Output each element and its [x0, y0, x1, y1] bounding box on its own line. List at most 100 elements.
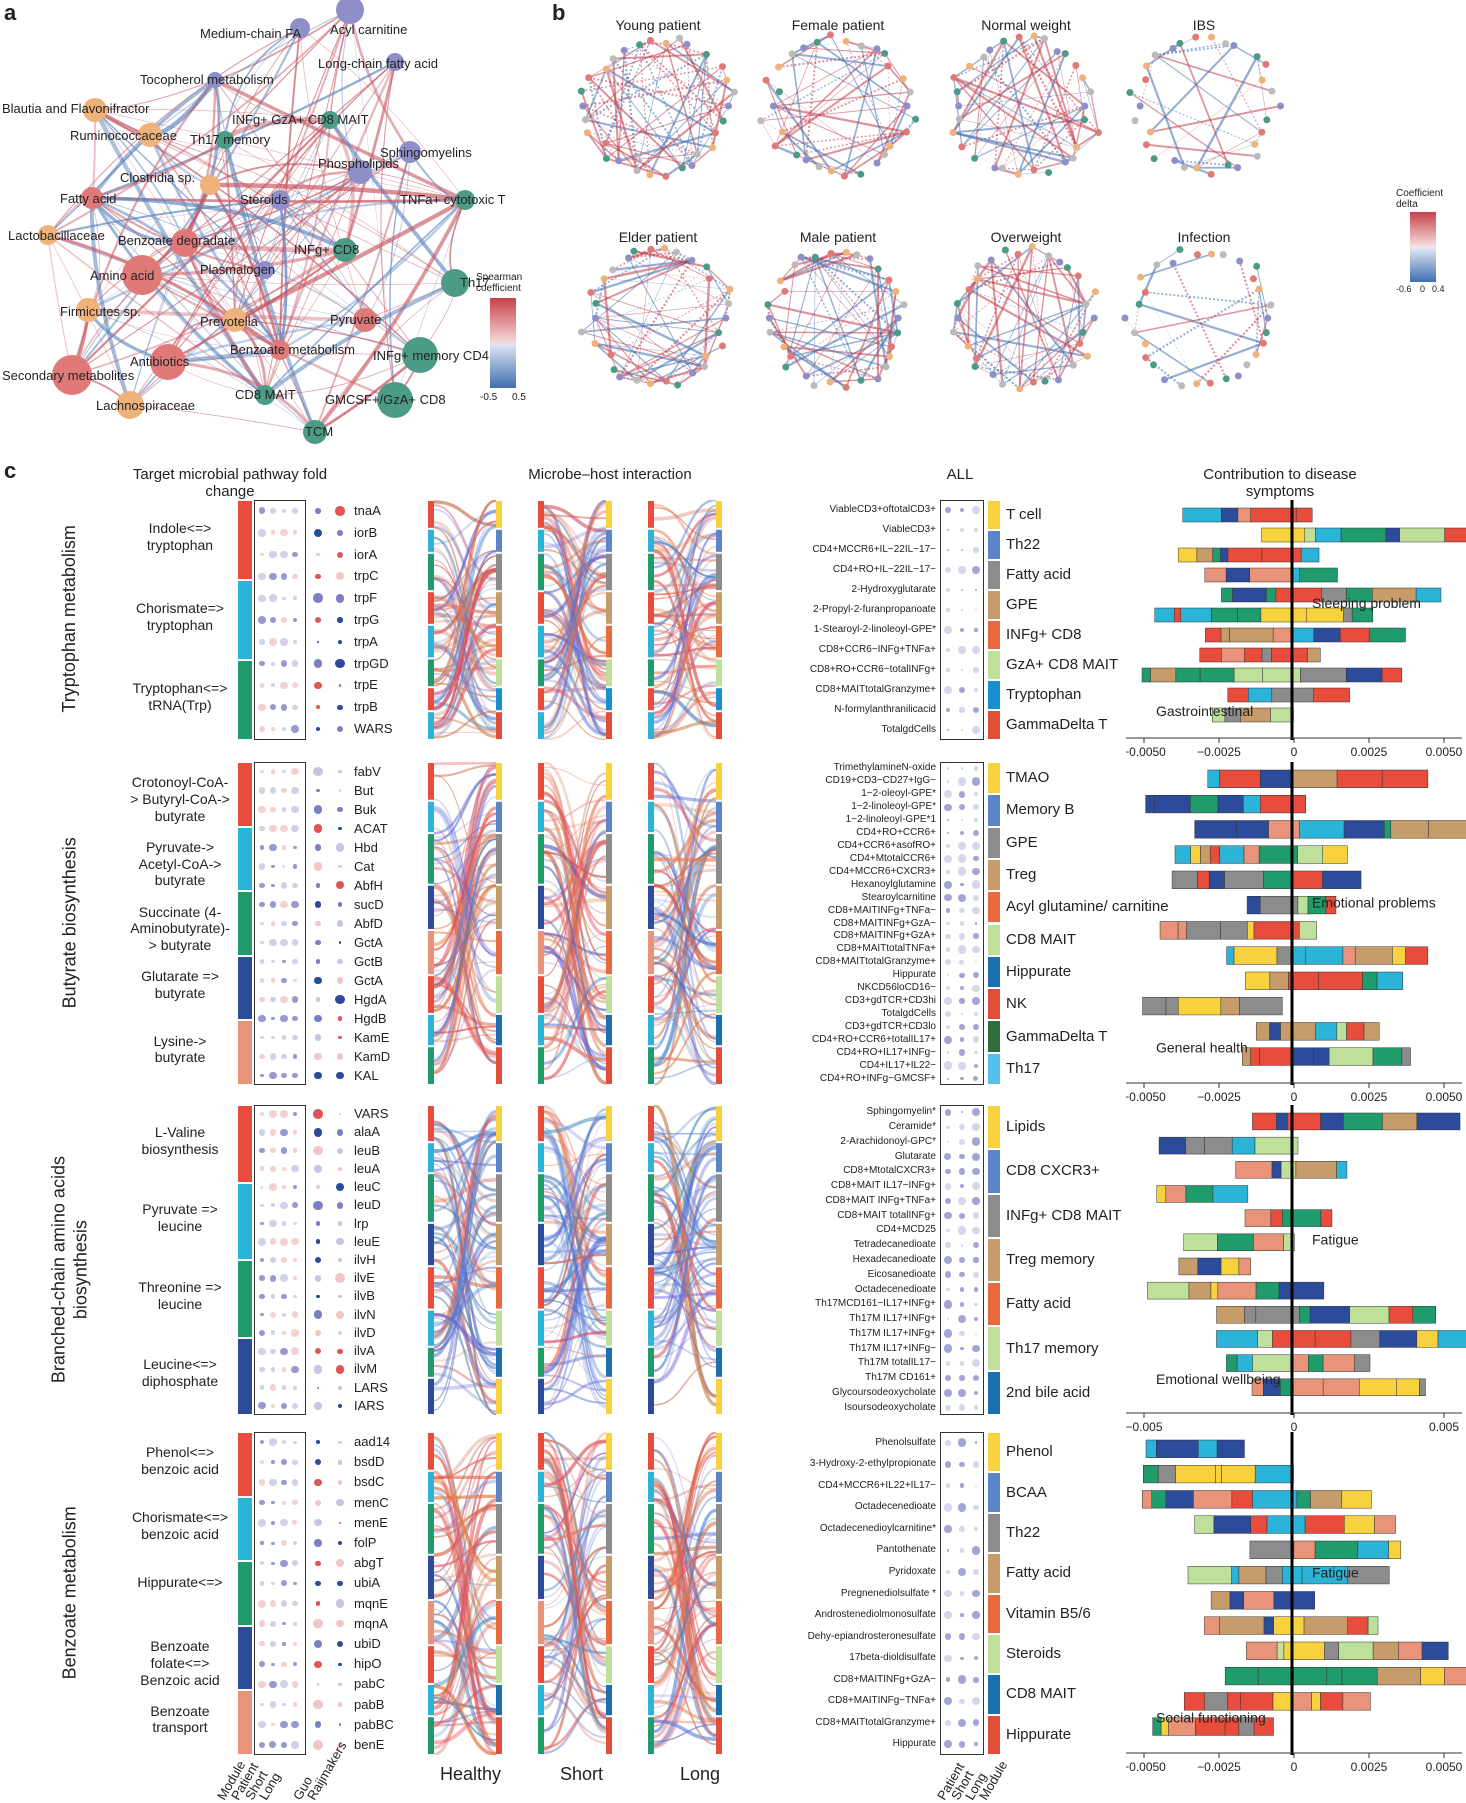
category-color-bar — [988, 860, 1000, 890]
fold-change-dot — [280, 1274, 288, 1282]
fold-change-dot — [282, 1035, 286, 1039]
reference-dot — [314, 862, 322, 870]
host-feature-label: NKCD56loCD16− — [857, 982, 936, 993]
contribution-bar-segment — [1291, 1693, 1311, 1711]
flow-bar-right — [716, 1047, 722, 1084]
flow-bar-right — [496, 1311, 502, 1346]
fold-change-dot — [270, 1257, 276, 1263]
contribution-bar-segment — [1386, 528, 1400, 542]
fold-change-dot — [259, 902, 264, 907]
flow-bar-left — [538, 976, 544, 1013]
fold-change-dot — [270, 1312, 276, 1318]
contribution-bar-segment — [1193, 1491, 1231, 1509]
flow-bar-left — [648, 886, 654, 929]
contribution-bar-segment — [1221, 548, 1228, 562]
contribution-bar-segment — [1389, 1306, 1413, 1323]
symptom-label: Fatigue — [1312, 1232, 1359, 1248]
flow-bar-left — [538, 763, 544, 800]
contribution-bar-segment — [1238, 508, 1251, 522]
fold-change-dot — [292, 996, 298, 1002]
reference-dot — [339, 1113, 341, 1115]
contribution-bar-segment — [1143, 997, 1166, 1015]
fold-change-dot — [271, 727, 274, 730]
reference-dot — [337, 1581, 343, 1587]
contribution-bar-segment — [1292, 947, 1306, 965]
contribution-bar-segment — [1300, 821, 1344, 839]
reference-dot — [338, 1480, 342, 1484]
flow-bar-left — [648, 1267, 654, 1308]
flow-bar-left — [648, 501, 654, 528]
reference-dot — [339, 1522, 342, 1525]
host-feature-label: Hexadecanedioate — [853, 1254, 936, 1265]
contribution-bar-segment — [1300, 1306, 1311, 1323]
contribution-bar-segment — [1151, 668, 1176, 682]
flow-bar-left — [538, 886, 544, 929]
fold-change-dot — [280, 551, 287, 558]
category-label: TMAO — [1006, 769, 1049, 786]
contribution-bar-segment — [1211, 608, 1237, 622]
category-label: GammaDelta T — [1006, 1028, 1107, 1045]
reference-dot — [336, 1183, 344, 1191]
reference-dot — [336, 1238, 343, 1245]
flow-bar-right — [496, 886, 502, 929]
reference-dot — [315, 1459, 321, 1465]
contribution-bar-segment — [1264, 1617, 1274, 1635]
reference-dot — [315, 1330, 321, 1336]
contribution-bar-segment — [1316, 1023, 1337, 1041]
flow-bar-right — [496, 712, 502, 739]
gene-label: ilvM — [354, 1361, 377, 1376]
flow-bar-left — [538, 1106, 544, 1141]
reference-dot — [337, 552, 343, 558]
fold-change-dot — [292, 1479, 298, 1485]
reference-dot — [313, 1740, 323, 1750]
fold-change-dot — [291, 825, 298, 832]
contribution-bar-segment — [1236, 1161, 1272, 1178]
flow-bar-left — [648, 1143, 654, 1172]
gene-label: KAL — [354, 1068, 379, 1083]
contribution-bar-segment — [1222, 1465, 1256, 1483]
contribution-bar-segment — [1315, 1541, 1358, 1559]
gene-label: leuB — [354, 1143, 380, 1158]
category-color-bar — [988, 1195, 1000, 1237]
gene-label: leuE — [354, 1234, 380, 1249]
fold-change-dot — [291, 1741, 298, 1748]
category-label: Hippurate — [1006, 1726, 1071, 1743]
flow-bar-left — [428, 712, 434, 739]
fold-change-dot — [291, 1238, 298, 1245]
contribution-bar-segment — [1282, 1210, 1320, 1227]
section-title: Branched-chain amino acids biosynthesis — [48, 1115, 91, 1425]
flow-bar-left — [538, 1646, 544, 1683]
flow-bar-right — [496, 1504, 502, 1554]
host-feature-label: TotalgdCells — [882, 1008, 936, 1019]
flow-bar-right — [716, 1106, 722, 1141]
fold-change-dot — [258, 1015, 266, 1023]
flow-bar-right — [606, 1143, 612, 1172]
contribution-bar-segment — [1263, 668, 1301, 682]
flow-bar-right — [496, 1472, 502, 1502]
category-color-bar — [988, 892, 1000, 922]
reference-dot — [337, 807, 343, 813]
flow-bar-right — [606, 688, 612, 710]
flow-bar-right — [606, 530, 612, 552]
fold-change-dot — [259, 1367, 265, 1373]
flow-bar-left — [538, 1601, 544, 1644]
module-color-bar — [238, 1184, 252, 1260]
flow-bar-right — [716, 931, 722, 974]
fold-change-dot — [259, 661, 264, 666]
contribution-bar-segment — [1276, 1113, 1287, 1130]
flow-bar-right — [496, 834, 502, 884]
category-label: Fatty acid — [1006, 566, 1071, 583]
flow-bar-left — [648, 802, 654, 832]
fold-change-dot — [292, 883, 297, 888]
contribution-bar-segment — [1291, 628, 1314, 642]
contribution-bar-segment — [1294, 1667, 1327, 1685]
flow-bar-right — [496, 1174, 502, 1222]
flow-bar-left — [428, 834, 434, 884]
host-feature-label: Th17M IL17+INFg+ — [849, 1313, 936, 1324]
flow-bar-right — [496, 592, 502, 624]
flow-bar-right — [496, 1717, 502, 1754]
contribution-bar-segment — [1296, 508, 1312, 522]
section-title: Tryptophan metabolism — [59, 499, 81, 739]
reference-dot — [316, 789, 319, 792]
fold-change-dot — [280, 1015, 288, 1023]
